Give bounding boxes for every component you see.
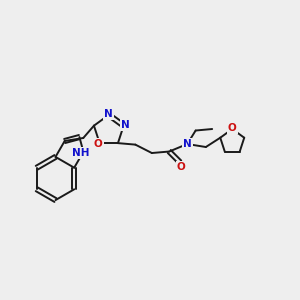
Text: N: N <box>104 109 113 119</box>
Text: N: N <box>121 120 130 130</box>
Text: O: O <box>177 162 185 172</box>
Text: O: O <box>94 139 103 149</box>
Text: N: N <box>183 139 192 149</box>
Text: O: O <box>228 122 237 133</box>
Text: NH: NH <box>72 148 90 158</box>
